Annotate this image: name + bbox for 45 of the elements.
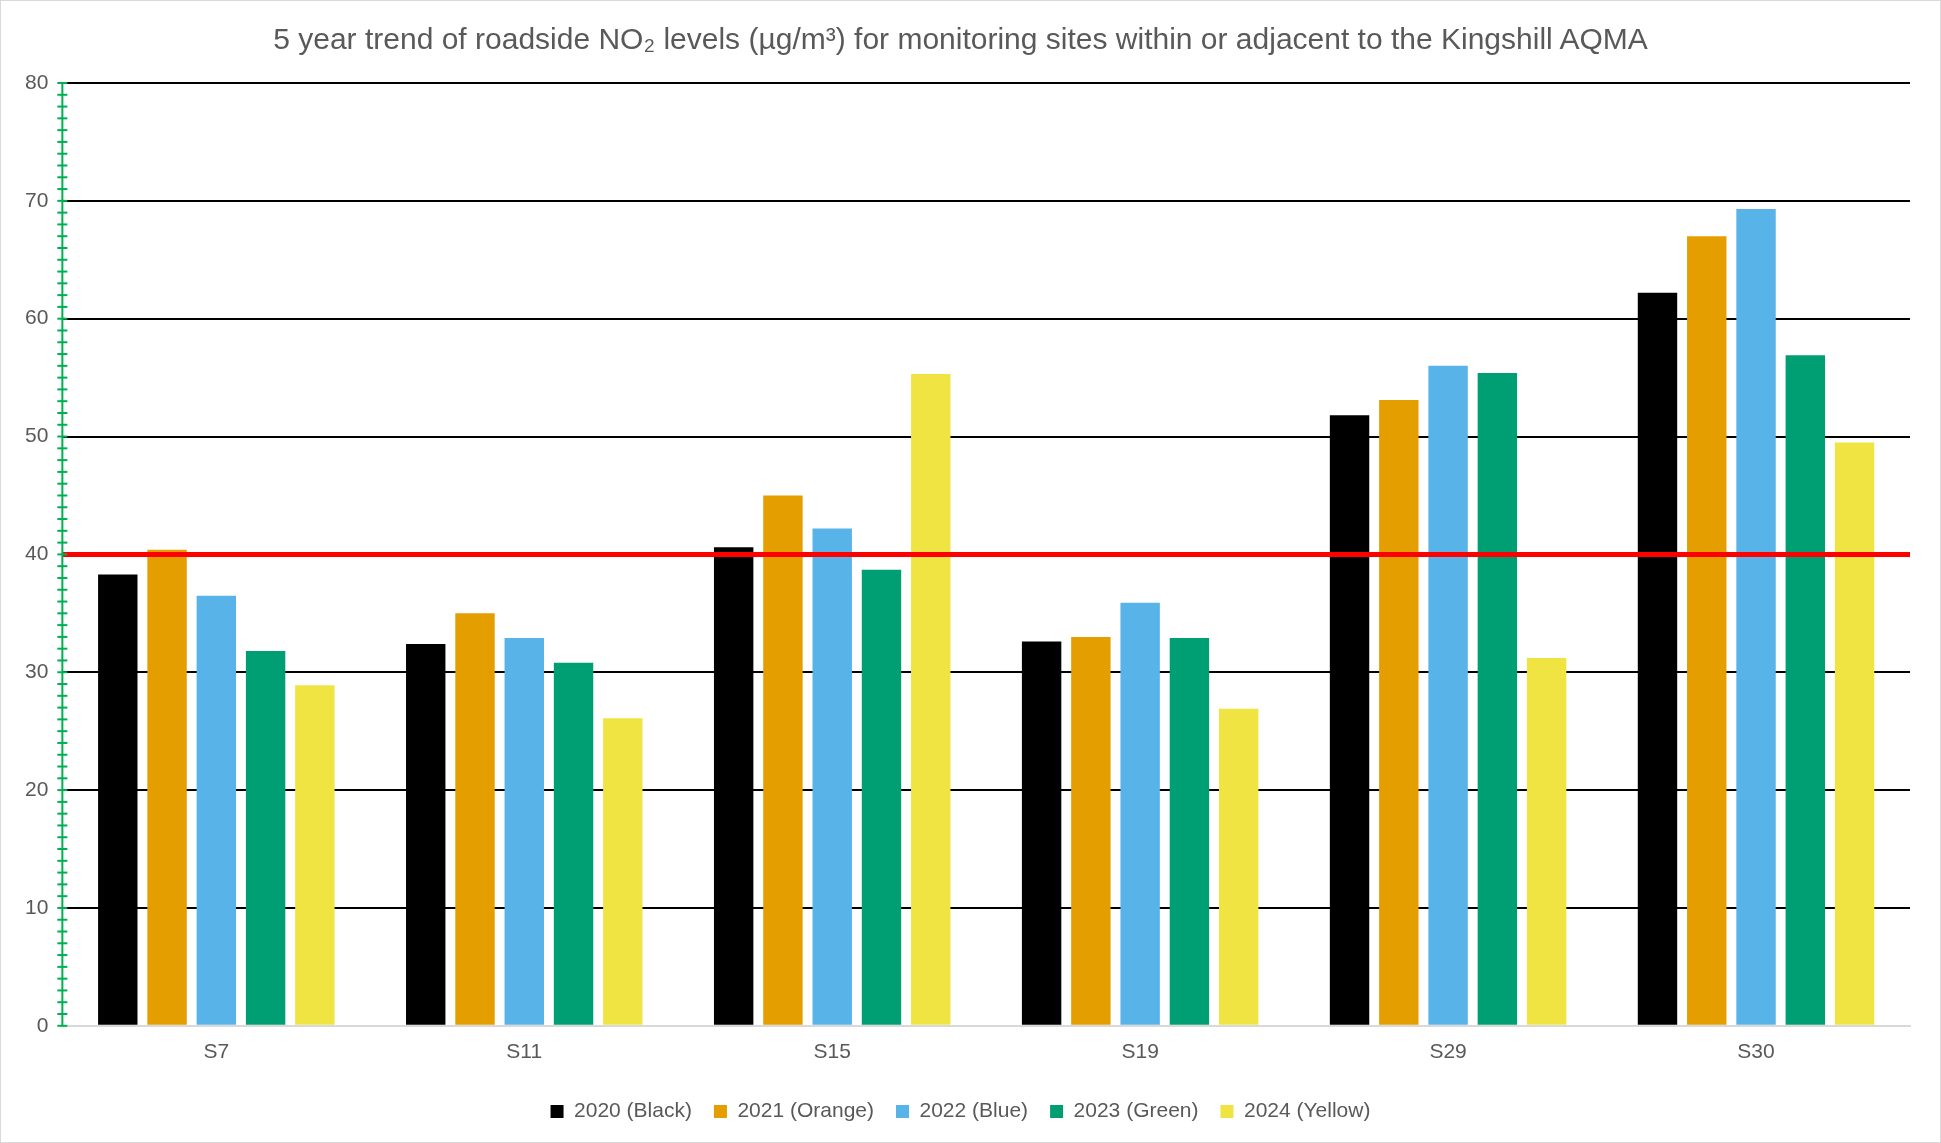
bar <box>763 495 803 1025</box>
bar <box>1687 236 1727 1025</box>
legend-label: 2021 (Orange) <box>737 1098 875 1122</box>
bar <box>455 613 495 1025</box>
bar <box>245 651 286 1025</box>
y-tick-label: 0 <box>36 1012 49 1036</box>
bar <box>504 638 544 1025</box>
x-tick-label: S15 <box>813 1039 851 1063</box>
bar <box>147 549 187 1025</box>
x-tick-label: S7 <box>203 1039 230 1063</box>
bar <box>812 528 852 1025</box>
bar <box>911 374 951 1025</box>
legend-label: 2023 (Green) <box>1073 1098 1199 1122</box>
y-tick-label: 50 <box>25 423 49 447</box>
y-tick-label: 10 <box>25 894 49 918</box>
bar <box>1834 442 1875 1025</box>
legend-label: 2024 (Yellow) <box>1243 1098 1371 1122</box>
y-tick-label: 60 <box>25 305 49 329</box>
bar <box>861 569 902 1025</box>
y-tick-label: 30 <box>25 659 49 683</box>
bar <box>1785 355 1826 1025</box>
y-tick-label: 80 <box>25 69 49 93</box>
bar <box>196 595 237 1025</box>
bar <box>603 718 643 1025</box>
bar <box>1120 602 1160 1025</box>
x-tick-label: S30 <box>1737 1039 1775 1063</box>
legend-label: 2020 (Black) <box>574 1098 692 1122</box>
y-tick-label: 70 <box>25 187 49 211</box>
x-tick-label: S29 <box>1429 1039 1467 1063</box>
bar <box>1526 658 1567 1025</box>
x-tick-label: S19 <box>1121 1039 1159 1063</box>
x-tick-label: S11 <box>506 1039 543 1063</box>
chart-title: 5 year trend of roadside NO₂ levels (µg/m³) for monitoring sites within or adjacent to the Kingshill AQMA <box>273 22 1648 56</box>
bar <box>1379 400 1419 1025</box>
y-tick-label: 20 <box>25 776 49 800</box>
bar <box>553 662 594 1025</box>
bar <box>1071 636 1111 1025</box>
bar <box>1169 638 1210 1025</box>
bar <box>1736 209 1776 1025</box>
y-tick-label: 40 <box>25 541 49 565</box>
bar <box>1477 372 1518 1025</box>
bar <box>1428 365 1468 1025</box>
bar <box>295 685 335 1025</box>
legend-label: 2022 (Blue) <box>919 1098 1029 1122</box>
bar <box>1218 708 1259 1025</box>
